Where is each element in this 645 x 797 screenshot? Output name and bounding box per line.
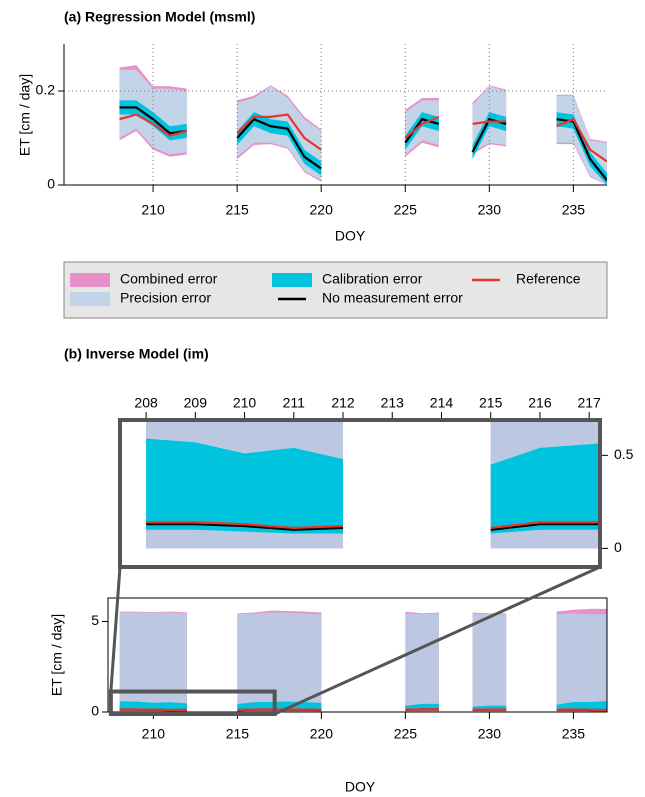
x-tick-label: 210 bbox=[142, 726, 166, 742]
error-band bbox=[119, 608, 607, 712]
series-line bbox=[119, 106, 607, 181]
legend-label: No measurement error bbox=[322, 290, 463, 306]
x-tick-label: 220 bbox=[310, 726, 334, 742]
legend-label: Calibration error bbox=[322, 271, 423, 287]
error-band bbox=[119, 100, 607, 185]
panel: 210 215 220 225 230 235 0 0.2 Combined error Prec… bbox=[36, 44, 607, 306]
plot-area bbox=[146, 420, 600, 549]
inset-x-tick-label: 210 bbox=[233, 395, 257, 411]
legend-label: Precision error bbox=[120, 290, 211, 306]
plot-area bbox=[119, 65, 607, 185]
panel-b-title: (b) Inverse Model (im) bbox=[64, 346, 209, 362]
inset-x-tick-label: 209 bbox=[184, 395, 208, 411]
legend-label: Combined error bbox=[120, 271, 218, 287]
y-tick-label: 5 bbox=[91, 612, 99, 628]
inset-frame bbox=[118, 418, 602, 569]
inset-x-tick-label: 211 bbox=[283, 395, 306, 411]
panel: 210 215 220 225 230 235 0 5 bbox=[91, 597, 608, 742]
inset-x-tick-label: 213 bbox=[381, 395, 405, 411]
inset-y-tick-label: 0.5 bbox=[614, 446, 634, 462]
x-tick-label: 235 bbox=[562, 726, 586, 742]
x-tick-label: 220 bbox=[310, 202, 334, 218]
x-tick-label: 215 bbox=[225, 202, 249, 218]
inset-y-tick-label: 0 bbox=[614, 539, 622, 555]
series-line bbox=[119, 113, 607, 163]
x-axis-label: DOY bbox=[345, 779, 376, 795]
x-tick-label: 230 bbox=[478, 726, 502, 742]
series-line bbox=[146, 521, 600, 530]
inset-x-tick-label: 217 bbox=[577, 395, 601, 411]
y-tick-label: 0 bbox=[47, 176, 55, 192]
zoom-connector bbox=[274, 565, 601, 716]
inset-x-tick-label: 214 bbox=[430, 395, 454, 411]
panel-a-title: (a) Regression Model (msml) bbox=[64, 9, 255, 25]
legend-swatch bbox=[272, 273, 312, 287]
series-line bbox=[119, 708, 607, 712]
inset-x-tick-label: 212 bbox=[331, 395, 355, 411]
inset-x-tick-label: 216 bbox=[528, 395, 552, 411]
series-line bbox=[119, 708, 607, 712]
error-band bbox=[119, 69, 607, 185]
legend-swatch bbox=[70, 292, 110, 306]
x-tick-label: 210 bbox=[141, 202, 165, 218]
error-band bbox=[119, 65, 607, 185]
legend-swatch bbox=[70, 273, 110, 287]
plot-area bbox=[119, 608, 607, 712]
y-axis-label: ET [cm / day] bbox=[17, 74, 33, 156]
y-tick-label: 0 bbox=[91, 703, 99, 719]
x-tick-label: 235 bbox=[562, 202, 586, 218]
x-tick-label: 215 bbox=[226, 726, 250, 742]
inset-x-tick-label: 208 bbox=[134, 395, 158, 411]
x-tick-label: 230 bbox=[478, 202, 502, 218]
legend-box bbox=[63, 261, 608, 319]
x-tick-label: 225 bbox=[394, 726, 418, 742]
y-axis-label: ET [cm / day] bbox=[49, 614, 65, 696]
legend-label: Reference bbox=[516, 271, 581, 287]
series-line bbox=[146, 523, 600, 531]
axes-frame bbox=[107, 597, 608, 713]
y-tick-label: 0.2 bbox=[36, 82, 56, 98]
x-tick-label: 225 bbox=[394, 202, 418, 218]
x-axis-label: DOY bbox=[335, 228, 366, 244]
error-band bbox=[119, 701, 607, 711]
error-band bbox=[146, 438, 600, 534]
zoom-connector bbox=[109, 566, 122, 692]
zoom-box bbox=[108, 689, 277, 716]
error-band bbox=[119, 612, 607, 712]
inset: 208 209 210 211 212 213 214 215 216 217 0 0.5 bbox=[108, 395, 634, 716]
inset-x-tick-label: 215 bbox=[479, 395, 503, 411]
